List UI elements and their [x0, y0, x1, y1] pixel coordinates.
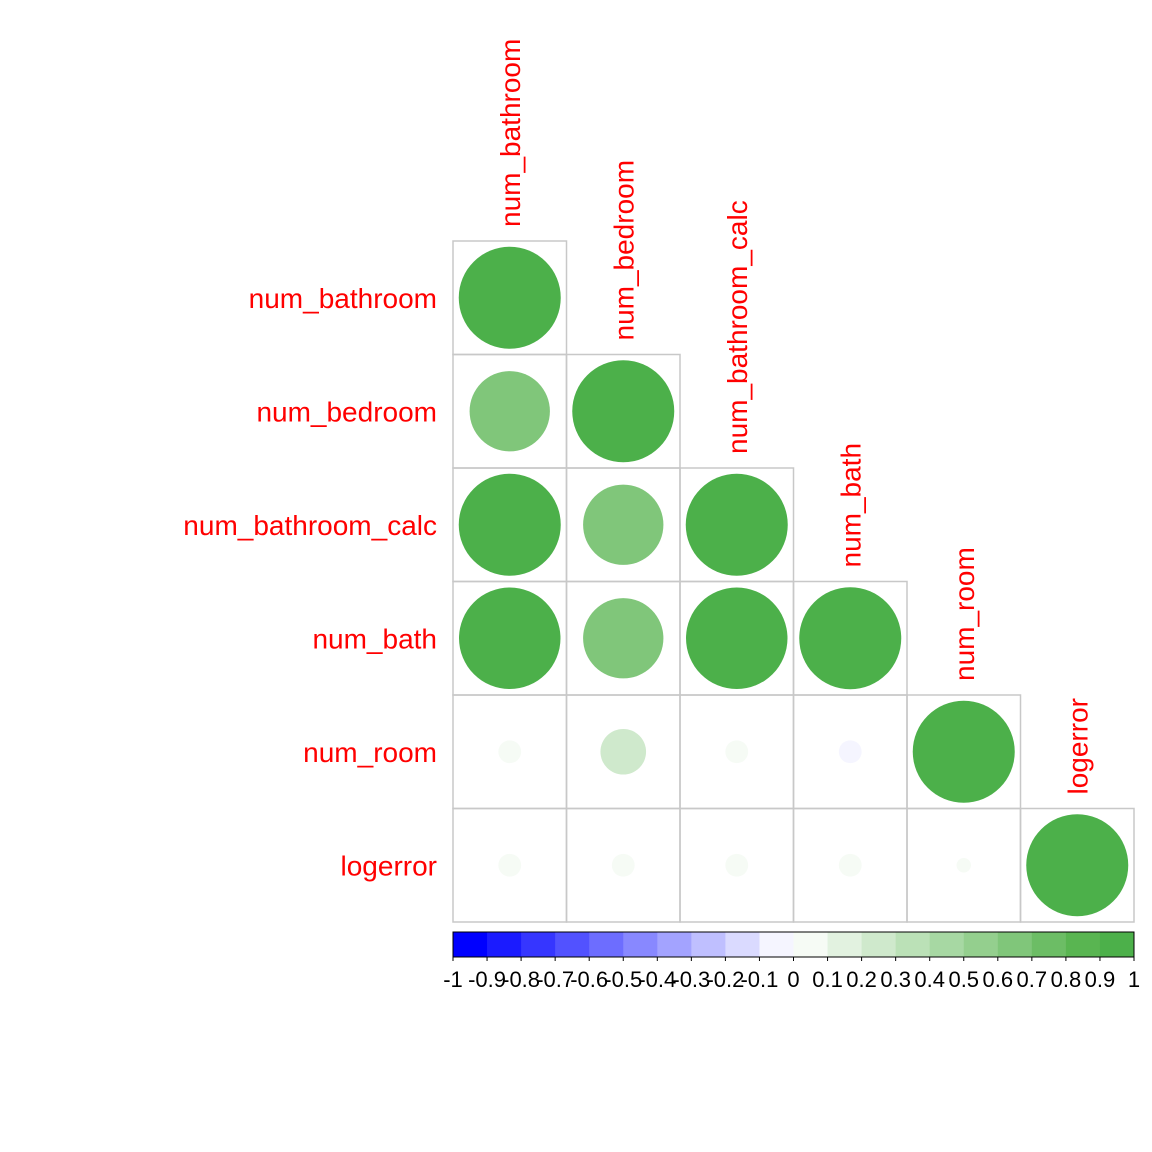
colorbar-segment [895, 932, 931, 957]
row-label-num_bedroom: num_bedroom [256, 396, 437, 427]
colorbar-tick-label: -0.8 [502, 967, 540, 992]
colorbar-segment [861, 932, 897, 957]
colorbar-segment [929, 932, 965, 957]
colorbar-tick-label: 0.6 [983, 967, 1014, 992]
grid-cell [1019, 807, 1135, 923]
correlation-circle-num_room-num_bedroom [600, 728, 647, 775]
colorbar-segment [963, 932, 999, 957]
correlation-circle-logerror-num_bathroom_calc [725, 853, 749, 877]
correlation-circle-logerror-logerror [1026, 814, 1129, 917]
colorbar-segment [793, 932, 829, 957]
row-label-logerror: logerror [341, 850, 437, 881]
colorbar-segment [725, 932, 760, 957]
colorbar-tick-label: -0.6 [570, 967, 608, 992]
colorbar-tick-label: 0.3 [880, 967, 911, 992]
correlation-circle-num_bedroom-num_bedroom [572, 360, 675, 463]
colorbar-tick-label: 0.7 [1017, 967, 1048, 992]
colorbar-tick-label: -0.3 [672, 967, 710, 992]
column-labels-layer: num_bathroom num_bedroom num_bathroom_calc… [495, 39, 1094, 795]
colorbar-tick-label: 0.1 [812, 967, 843, 992]
row-label-num_room: num_room [303, 737, 437, 768]
colorbar-segment [691, 932, 726, 957]
column-label-num_bedroom: num_bedroom [608, 160, 639, 341]
row-label-num_bathroom_calc: num_bathroom_calc [183, 510, 437, 541]
grid-layer [452, 240, 1135, 923]
correlation-circle-num_bath-num_bathroom_calc [686, 587, 788, 689]
colorbar-tick-label: -1 [443, 967, 463, 992]
correlation-circle-num_room-num_bathroom [498, 740, 522, 764]
colorbar-segment [657, 932, 692, 957]
colorbar-tick-label: -0.1 [740, 967, 778, 992]
colorbar-tick-label: -0.2 [706, 967, 744, 992]
colorbar-tick-label: 0.5 [948, 967, 979, 992]
colorbar-layer: -1 -0.9-0.8-0.7-0.6-0.5-0.4-0.3-0.2-0.1 0 0… [443, 931, 1140, 992]
column-label-num_bath: num_bath [835, 443, 866, 568]
correlation-circle-logerror-num_room [956, 858, 971, 873]
colorbar-tick-label: 0.9 [1085, 967, 1116, 992]
correlation-circle-num_bathroom-num_bathroom [458, 246, 561, 349]
colorbar-segment [589, 932, 624, 957]
colorbar-tick-label: 0.8 [1051, 967, 1082, 992]
colorbar-segment [827, 932, 863, 957]
correlation-circles-layer [458, 246, 1129, 917]
row-label-num_bath: num_bath [312, 623, 437, 654]
column-label-num_bathroom_calc: num_bathroom_calc [722, 200, 753, 454]
correlation-circle-num_room-num_bathroom_calc [725, 740, 749, 764]
colorbar-segment [1065, 932, 1101, 957]
correlation-circle-num_bathroom_calc-num_bathroom [458, 473, 561, 576]
correlation-circle-num_bedroom-num_bathroom [469, 371, 550, 452]
correlation-circle-logerror-num_bedroom [611, 853, 635, 877]
colorbar-tick-label: -0.7 [536, 967, 574, 992]
colorbar-tick-label: -0.5 [604, 967, 642, 992]
colorbar-tick-label: -0.9 [468, 967, 506, 992]
colorbar-tick-label: 0.4 [914, 967, 945, 992]
column-label-num_bathroom: num_bathroom [495, 39, 526, 227]
correlation-circle-logerror-num_bath [838, 853, 862, 877]
row-labels-layer: num_bathroom num_bedroom num_bathroom_calc… [183, 283, 437, 882]
colorbar-segment [1031, 932, 1067, 957]
row-label-num_bathroom: num_bathroom [249, 283, 437, 314]
column-label-num_room: num_room [949, 547, 980, 681]
colorbar-tick-label: -0.4 [638, 967, 676, 992]
correlation-circle-num_room-num_room [912, 700, 1015, 803]
correlation-circle-logerror-num_bathroom [498, 853, 522, 877]
colorbar-segment [759, 932, 794, 957]
colorbar-segment [521, 932, 556, 957]
colorbar-tick-label: 1 [1128, 967, 1140, 992]
colorbar-segment [487, 932, 522, 957]
column-label-logerror: logerror [1062, 698, 1093, 794]
colorbar-segment [555, 932, 590, 957]
colorbar-tick-label: 0.2 [846, 967, 877, 992]
colorbar-tick-label: 0 [787, 967, 799, 992]
correlation-circle-num_room-num_bath [838, 740, 862, 764]
colorbar-segment [623, 932, 658, 957]
correlation-circle-num_bathroom_calc-num_bedroom [583, 484, 664, 565]
correlation-circle-num_bath-num_bedroom [583, 598, 664, 679]
correlation-circle-num_bath-num_bath [799, 587, 902, 690]
colorbar-segment [453, 932, 488, 957]
colorbar-segment [1099, 932, 1135, 957]
colorbar-segment [997, 932, 1033, 957]
correlation-circle-num_bath-num_bathroom [459, 587, 561, 689]
correlation-circle-num_bathroom_calc-num_bathroom_calc [685, 473, 788, 576]
